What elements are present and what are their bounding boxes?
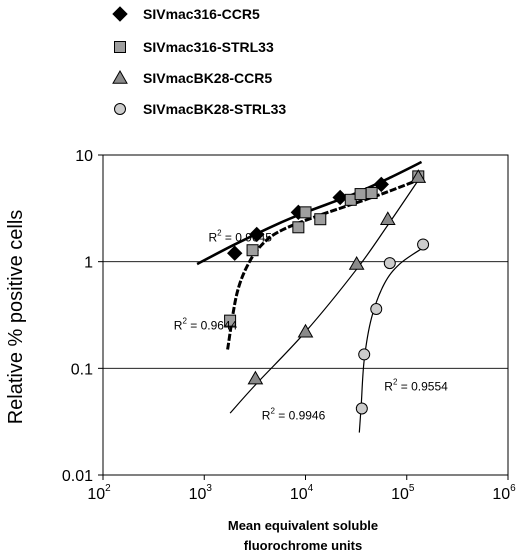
data-point — [370, 302, 383, 315]
legend: SIVmac316-CCR5 SIVmac316-STRL33 SIVmacBK28… — [112, 6, 286, 117]
y-tick-label: 10 — [75, 148, 93, 165]
y-tick-label: 0.01 — [62, 468, 93, 485]
x-tick-label: 102 — [87, 483, 111, 503]
data-point — [373, 176, 389, 193]
data-point — [292, 221, 305, 234]
data-point — [379, 211, 396, 225]
r-squared-label: R2 = 0.9644 — [174, 317, 238, 333]
data-points — [224, 169, 430, 415]
plot-area-frame — [102, 154, 509, 476]
y-axis-title: Relative % positive cells — [5, 210, 27, 425]
r-squared-label: R2 = 0.9946 — [262, 407, 326, 423]
data-point — [355, 402, 368, 415]
legend-marker-triangle — [112, 69, 128, 84]
data-point — [358, 348, 371, 361]
data-point — [297, 323, 314, 338]
r-squared-labels: R2 = 0.9645 R2 = 0.9644 R2 = 0.9946 R2 = 0.… — [174, 228, 448, 422]
legend-item: SIVmac316-STRL33 — [114, 39, 274, 55]
x-tick-label: 105 — [391, 483, 415, 503]
data-point — [314, 213, 327, 226]
gridlines — [103, 261, 508, 369]
legend-label: SIVmac316-STRL33 — [143, 39, 274, 55]
r-squared-label: R2 = 0.9645 — [208, 228, 272, 244]
data-point — [249, 226, 265, 243]
data-point — [227, 245, 243, 261]
data-point — [348, 256, 365, 270]
x-tick-label: 103 — [189, 483, 213, 503]
data-point — [417, 238, 430, 251]
x-axis-title-line1: Mean equivalent soluble — [228, 518, 378, 533]
x-axis-ticks: 102 103 104 105 106 — [87, 475, 516, 503]
data-point — [246, 244, 259, 257]
trend-line — [358, 247, 424, 433]
legend-label: SIVmac316-CCR5 — [143, 6, 260, 22]
legend-item: SIVmac316-CCR5 — [112, 6, 260, 22]
legend-label: SIVmacBK28-CCR5 — [143, 70, 272, 86]
legend-marker-square — [114, 41, 126, 53]
data-point — [354, 188, 367, 201]
x-tick-label: 104 — [290, 483, 314, 503]
r-squared-label: R2 = 0.9554 — [384, 377, 448, 393]
data-point — [410, 169, 427, 183]
y-tick-label: 1 — [84, 255, 93, 272]
legend-marker-diamond — [112, 6, 128, 22]
data-point — [383, 257, 396, 270]
legend-marker-circle — [114, 103, 126, 115]
trend-line — [226, 177, 423, 350]
data-point — [299, 206, 312, 219]
legend-label: SIVmacBK28-STRL33 — [143, 101, 286, 117]
x-axis-title-line2: fluorochrome units — [244, 538, 362, 553]
x-tick-label: 106 — [492, 483, 516, 503]
data-point — [224, 314, 237, 327]
data-point — [365, 187, 378, 200]
data-point — [247, 370, 264, 385]
legend-item: SIVmacBK28-STRL33 — [114, 101, 286, 117]
y-tick-label: 0.1 — [71, 361, 93, 378]
legend-item: SIVmacBK28-CCR5 — [112, 69, 272, 86]
y-axis-ticks: 10 1 0.1 0.01 — [62, 148, 103, 485]
